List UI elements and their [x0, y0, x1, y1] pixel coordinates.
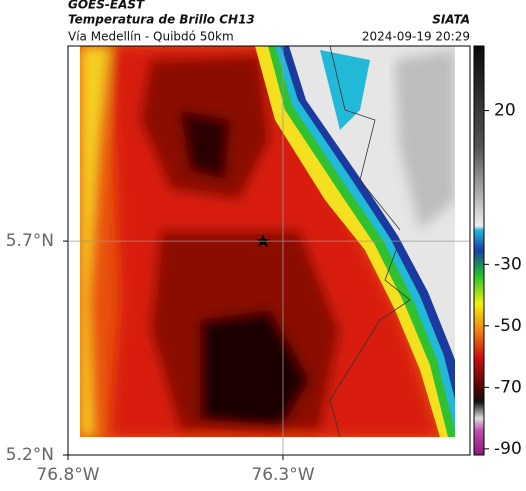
satellite-image [80, 46, 455, 437]
colorbar-tick-label: -90 [494, 439, 522, 459]
y-tick-label: 5.7°N [6, 231, 54, 251]
colorbar-tick-label: -70 [494, 377, 522, 397]
agency: GOES-EAST [68, 0, 145, 12]
map-frame [67, 45, 471, 456]
x-tick-label: 76.3°W [251, 465, 314, 485]
title: Temperatura de Brillo CH13 [68, 13, 255, 27]
y-tick-label: 5.2°N [6, 445, 54, 465]
timestamp: 2024-09-19 20:29 [362, 30, 470, 44]
colorbar-tick-label: 20 [494, 101, 516, 121]
route: Vía Medellín - Quibdó 50km [68, 30, 234, 44]
colorbar-tick-label: -30 [494, 254, 522, 274]
colorbar-tick-label: -50 [494, 316, 522, 336]
x-tick-label: 76.8°W [36, 465, 99, 485]
colorbar [473, 45, 485, 456]
location-star [256, 234, 270, 247]
source: SIATA [432, 13, 470, 27]
